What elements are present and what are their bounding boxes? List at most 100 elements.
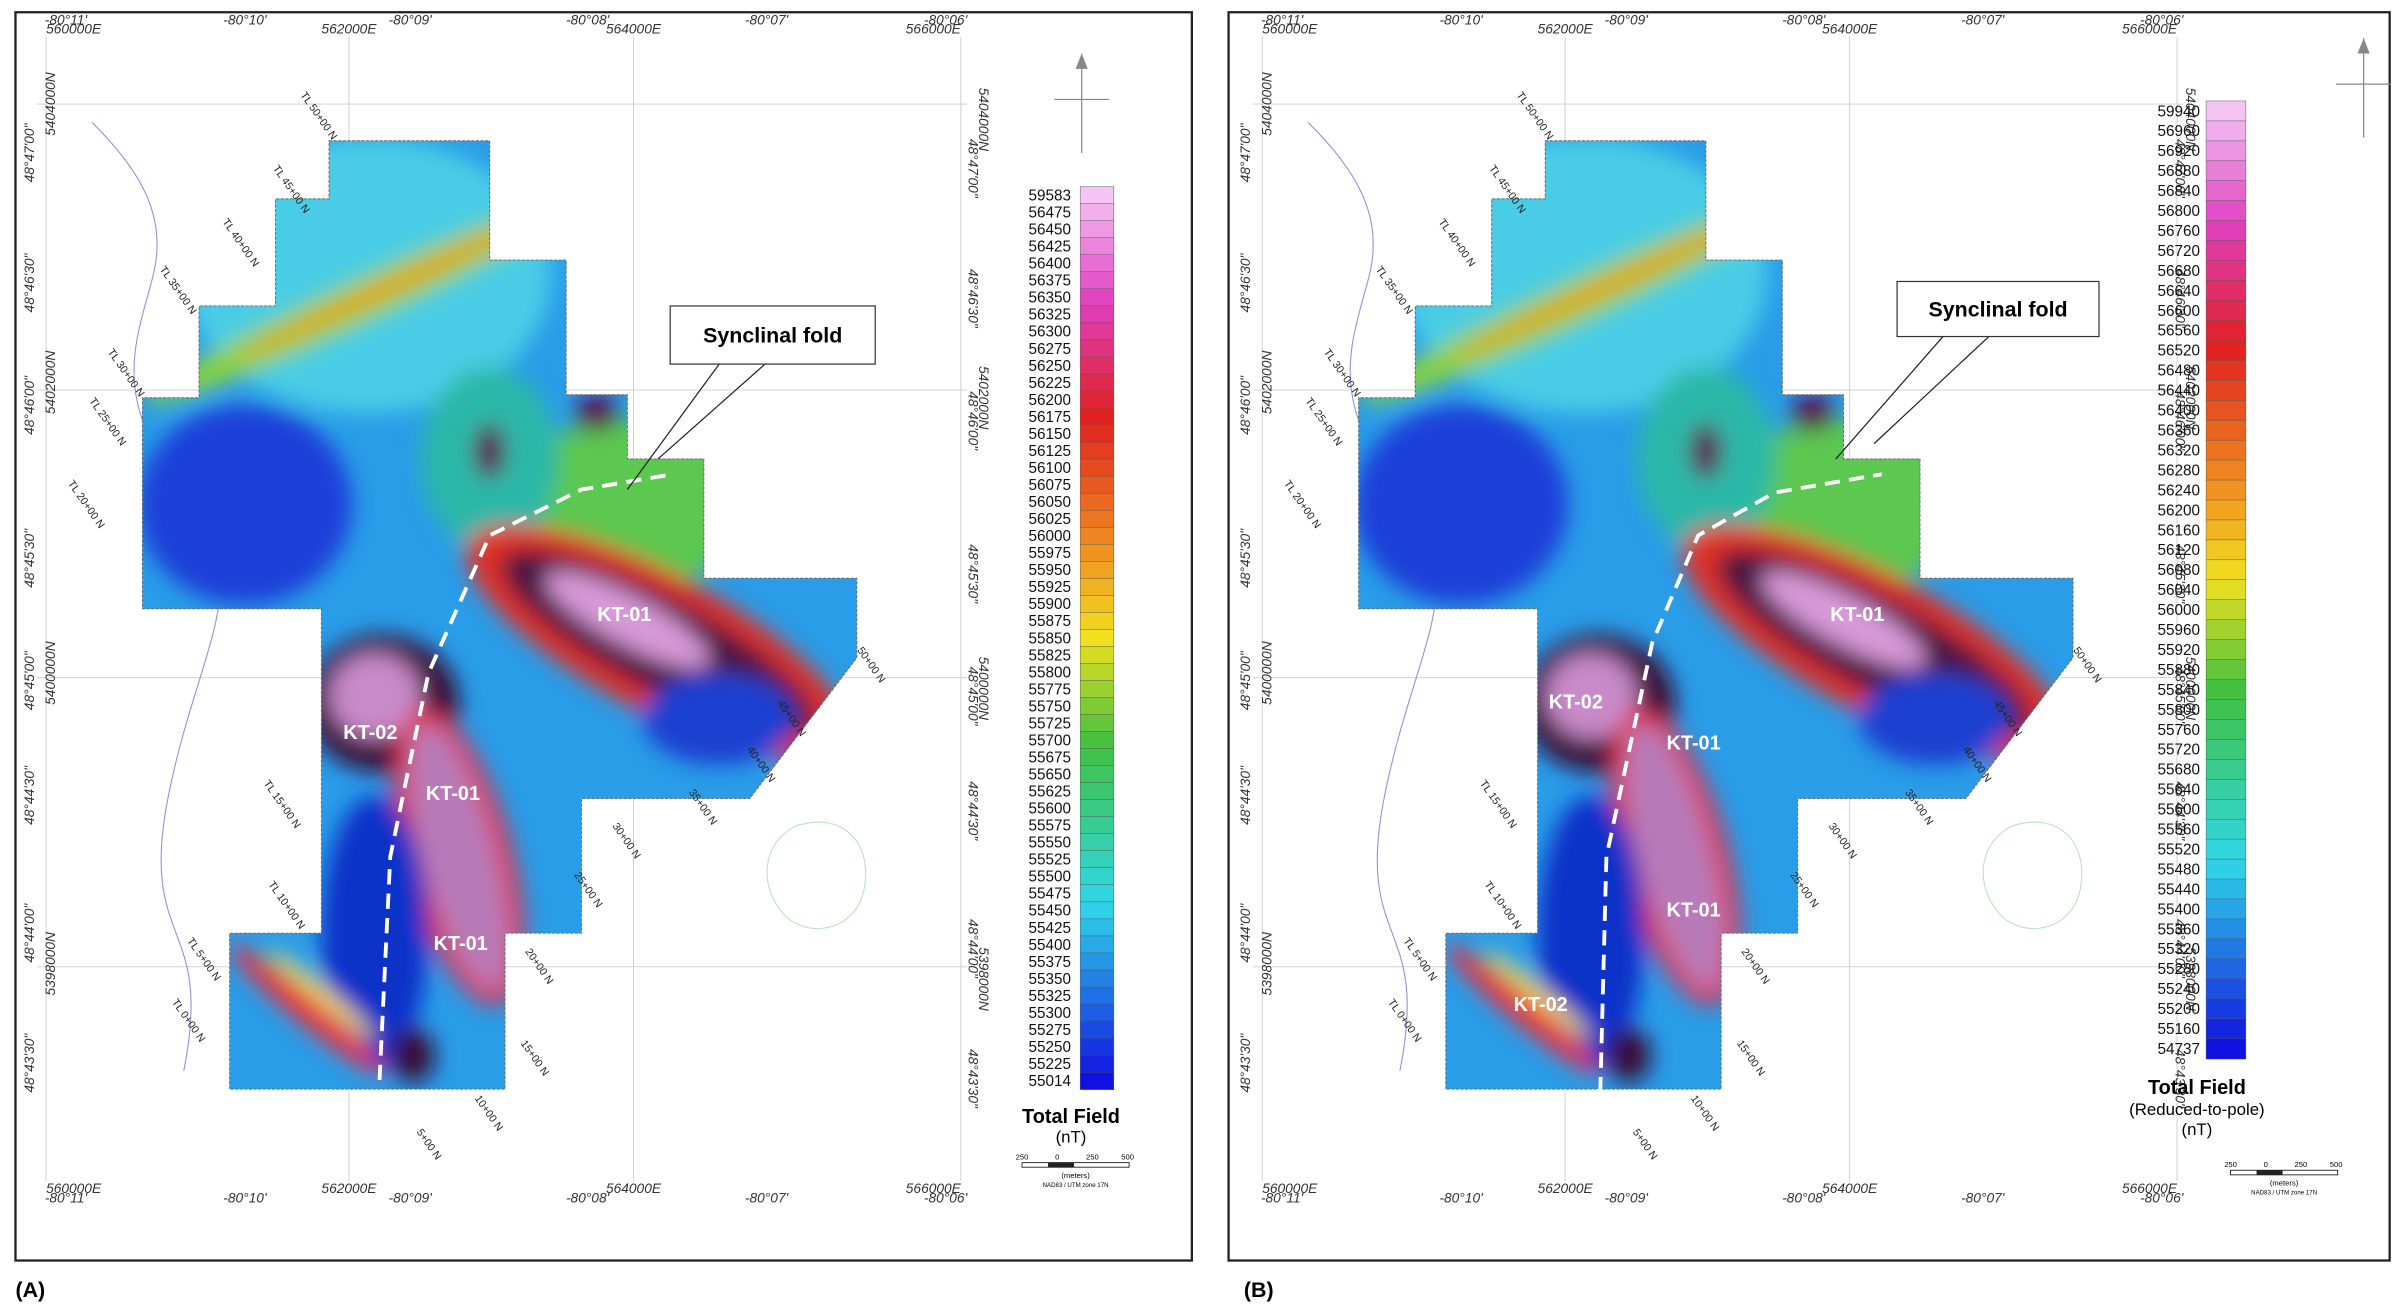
anomaly-label: KT-01 — [1667, 899, 1721, 921]
legend-swatch — [2206, 281, 2246, 301]
legend-swatch — [2206, 939, 2246, 959]
scale-bar — [2257, 1170, 2283, 1175]
legend-label: 56760 — [2157, 223, 2200, 240]
panel-label: (A) — [15, 1278, 45, 1302]
legend-label: 55250 — [1029, 1039, 1072, 1056]
legend-swatch — [2206, 839, 2246, 859]
anomaly-label: KT-02 — [1549, 691, 1603, 713]
legend-swatch — [2206, 261, 2246, 281]
coord-label: 48°46'00" — [22, 375, 37, 435]
coord-label: 5404000N — [1259, 72, 1274, 136]
legend-swatch — [2206, 979, 2246, 999]
anomaly-label: KT-01 — [434, 933, 488, 955]
legend-label: 56225 — [1029, 375, 1072, 392]
legend-label: 55550 — [1029, 835, 1072, 852]
panel: -80°11'560000E-80°10'562000E-80°09'-80°0… — [15, 12, 1191, 1302]
legend-swatch — [2206, 859, 2246, 879]
legend-swatch — [2206, 959, 2246, 979]
legend-swatch — [1080, 970, 1114, 987]
legend-label: 56075 — [1029, 477, 1072, 494]
legend-swatch — [2206, 181, 2246, 201]
coord-label: 5400000N — [43, 641, 58, 705]
legend-swatch — [1080, 306, 1114, 323]
legend-label: 55400 — [1029, 937, 1072, 954]
legend-label: 56150 — [1029, 426, 1072, 443]
legend-swatch — [2206, 640, 2246, 660]
legend-swatch — [1080, 340, 1114, 357]
legend-label: 55325 — [1029, 988, 1072, 1005]
legend-swatch — [1080, 885, 1114, 902]
legend-label: 56100 — [1029, 460, 1072, 477]
legend-swatch — [2206, 779, 2246, 799]
legend-swatch — [2206, 919, 2246, 939]
legend-swatch — [1080, 510, 1114, 527]
coord-label: 564000E — [606, 1181, 662, 1196]
legend-swatch — [1080, 646, 1114, 663]
legend-label: 55800 — [2157, 702, 2200, 719]
legend-label: 55625 — [1029, 784, 1072, 801]
legend-swatch — [2206, 360, 2246, 380]
legend-label: 55875 — [1029, 613, 1072, 630]
legend-label: 56520 — [2157, 343, 2200, 360]
legend-swatch — [1080, 1055, 1114, 1072]
scale-label: 250 — [1016, 1153, 1029, 1162]
coord-label: -80°06' — [924, 1190, 969, 1205]
legend-swatch — [2206, 600, 2246, 620]
legend-label: 55725 — [1029, 715, 1072, 732]
coord-label: 564000E — [1822, 1181, 1878, 1196]
coord-label: 48°46'30" — [22, 252, 37, 312]
legend-swatch — [1080, 732, 1114, 749]
legend-swatch — [1080, 1038, 1114, 1055]
scale-label: 0 — [2264, 1160, 2268, 1169]
coord-label: 48°43'30" — [966, 1049, 981, 1109]
legend-label: 55200 — [2157, 1001, 2200, 1018]
legend-swatch — [2206, 520, 2246, 540]
coord-label: 48°45'00" — [966, 667, 981, 727]
legend-swatch — [2206, 819, 2246, 839]
coord-label: 48°47'00" — [1238, 122, 1253, 182]
legend-label: 54737 — [2157, 1041, 2200, 1058]
legend-swatch — [1080, 936, 1114, 953]
legend-label: 56080 — [2157, 562, 2200, 579]
coord-label: 48°44'00" — [1238, 903, 1253, 963]
legend-swatch — [2206, 1019, 2246, 1039]
coord-label: 562000E — [321, 22, 377, 37]
legend-swatch — [2206, 480, 2246, 500]
annotation: Synclinal fold — [1928, 298, 2067, 322]
coord-label: -80°10' — [1439, 12, 1484, 27]
legend-label: 56450 — [1029, 222, 1072, 239]
legend-label: 56250 — [1029, 358, 1072, 375]
legend-label: 55480 — [2157, 861, 2200, 878]
scale-label: 250 — [2295, 1160, 2308, 1169]
legend-label: 56920 — [2157, 143, 2200, 160]
panels: -80°11'560000E-80°10'562000E-80°09'-80°0… — [15, 12, 2391, 1302]
legend-swatch — [2206, 680, 2246, 700]
legend-swatch — [2206, 161, 2246, 181]
legend-label: 55900 — [1029, 596, 1072, 613]
page: {"panels": [ {"label": "(A)", "annotatio… — [0, 0, 2399, 1311]
coord-label: -80°08' — [1782, 1190, 1827, 1205]
panel-label: (B) — [1244, 1278, 1274, 1302]
legend-label: 55720 — [2157, 742, 2200, 759]
legend-swatch — [2206, 660, 2246, 680]
legend-label: 55500 — [1029, 869, 1072, 886]
scale-datum: NAD83 / UTM zone 17N — [1043, 1182, 1109, 1189]
coord-label: 48°46'00" — [1238, 375, 1253, 435]
legend-swatch — [2206, 999, 2246, 1019]
legend-title: Total Field — [2148, 1077, 2246, 1099]
coord-label: -80°09' — [1605, 12, 1650, 27]
legend-swatch — [1080, 817, 1114, 834]
legend-label: 56125 — [1029, 443, 1072, 460]
legend-label: 55350 — [1029, 971, 1072, 988]
coord-label: -80°10' — [223, 1190, 268, 1205]
coord-label: 560000E — [46, 22, 102, 37]
legend-swatch — [2206, 380, 2246, 400]
legend-swatch — [2206, 719, 2246, 739]
legend-swatch — [1080, 663, 1114, 680]
coord-label: 562000E — [321, 1181, 377, 1196]
legend-label: 56025 — [1029, 511, 1072, 528]
coord-label: 5398000N — [43, 932, 58, 996]
legend-label: 56720 — [2157, 243, 2200, 260]
coord-label: 48°44'30" — [22, 765, 37, 825]
legend-swatch — [1080, 289, 1114, 306]
